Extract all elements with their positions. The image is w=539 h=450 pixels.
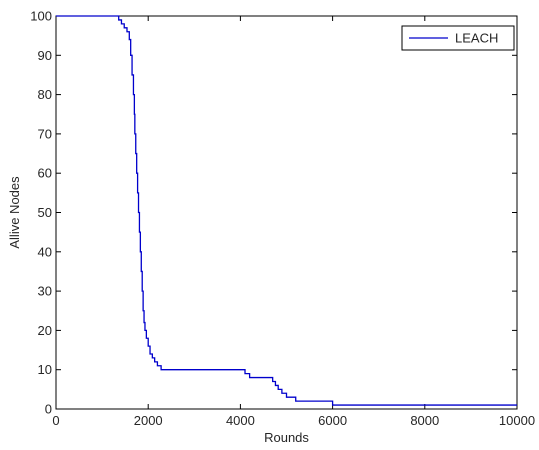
- y-tick-label: 10: [38, 362, 52, 377]
- x-tick-label: 0: [52, 413, 59, 428]
- y-tick-label: 40: [38, 244, 52, 259]
- x-axis-label: Rounds: [264, 430, 309, 445]
- series-line-leach: [56, 15, 517, 406]
- y-tick-label: 70: [38, 126, 52, 141]
- x-tick-label: 8000: [410, 413, 439, 428]
- y-tick-label: 60: [38, 166, 52, 181]
- legend-label-leach: LEACH: [455, 31, 498, 46]
- y-tick-label: 50: [38, 205, 52, 220]
- y-tick-label: 30: [38, 284, 52, 299]
- y-tick-label: 100: [30, 9, 52, 24]
- x-tick-label: 10000: [499, 413, 535, 428]
- y-tick-label: 80: [38, 87, 52, 102]
- y-tick-label: 90: [38, 48, 52, 63]
- plot-area: [55, 15, 518, 410]
- y-tick-label: 20: [38, 323, 52, 338]
- legend: LEACH: [401, 25, 515, 51]
- x-tick-label: 2000: [134, 413, 163, 428]
- y-tick-label: 0: [45, 402, 52, 417]
- x-tick-label: 4000: [226, 413, 255, 428]
- y-axis-label: Allive Nodes: [7, 176, 22, 249]
- x-tick-label: 6000: [318, 413, 347, 428]
- axis-ticks: 0 2000 4000 6000 8000 10000 0 10 20 30 40 50 60 70 80 9…: [30, 9, 535, 429]
